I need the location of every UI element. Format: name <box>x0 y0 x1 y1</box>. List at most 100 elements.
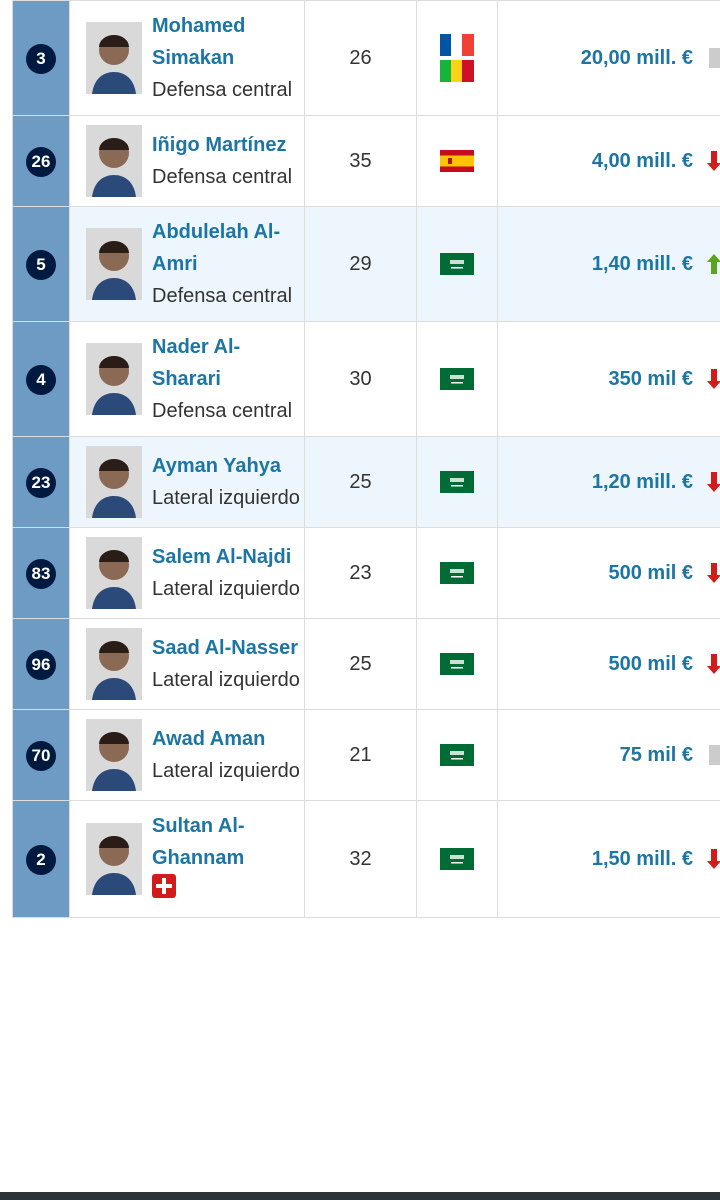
value-cell: 500 mil € <box>497 618 720 710</box>
player-name[interactable]: Abdulelah Al-Amri <box>152 221 281 275</box>
player-name[interactable]: Salem Al-Najdi <box>152 546 292 568</box>
status <box>152 874 304 908</box>
flag <box>440 34 474 56</box>
nationality-cell <box>416 527 498 619</box>
age-cell: 32 <box>304 800 417 918</box>
player-row: 70 Awad Aman Lateral izquierdo 21 75 mil € <box>12 709 720 801</box>
nationality-cell <box>416 115 498 207</box>
nationality-cell <box>416 206 498 322</box>
shirt-number: 70 <box>26 741 56 771</box>
age: 29 <box>349 253 372 275</box>
player-row: 3 Mohamed Simakan Defensa central 26 20,00 m… <box>12 0 720 116</box>
market-value[interactable]: 1,40 mill. € <box>591 253 693 275</box>
player-name[interactable]: Sultan Al-Ghannam <box>152 815 245 869</box>
player-photo <box>86 125 142 197</box>
value-cell: 350 mil € <box>497 321 720 437</box>
player-name[interactable]: Awad Aman <box>152 728 266 750</box>
trend-icon <box>707 151 720 171</box>
age-cell: 35 <box>304 115 417 207</box>
player-position: Lateral izquierdo <box>152 669 300 691</box>
player-cell: Abdulelah Al-Amri Defensa central <box>69 206 305 322</box>
age: 25 <box>349 471 372 493</box>
player-cell: Awad Aman Lateral izquierdo <box>69 709 305 801</box>
flag <box>440 653 474 675</box>
market-value[interactable]: 1,20 mill. € <box>591 471 693 493</box>
trend-icon <box>709 745 720 765</box>
age-cell: 29 <box>304 206 417 322</box>
age: 35 <box>349 150 372 172</box>
player-name[interactable]: Saad Al-Nasser <box>152 637 298 659</box>
market-value[interactable]: 350 mil € <box>608 368 693 390</box>
shirt-number: 83 <box>26 559 56 589</box>
number-cell: 4 <box>12 321 70 437</box>
player-position: Defensa central <box>152 285 293 307</box>
number-cell: 26 <box>12 115 70 207</box>
player-name[interactable]: Nader Al-Sharari <box>152 336 241 390</box>
player-cell: Ayman Yahya Lateral izquierdo <box>69 436 305 528</box>
player-position: Lateral izquierdo <box>152 578 300 600</box>
player-photo <box>86 537 142 609</box>
player-cell: Mohamed Simakan Defensa central <box>69 0 305 116</box>
number-cell: 23 <box>12 436 70 528</box>
flag <box>440 150 474 172</box>
player-position: Lateral izquierdo <box>152 487 300 509</box>
shirt-number: 2 <box>26 845 56 875</box>
player-photo <box>86 228 142 300</box>
injury-icon <box>152 874 176 898</box>
player-name[interactable]: Mohamed Simakan <box>152 15 246 69</box>
player-photo <box>86 719 142 791</box>
player-name[interactable]: Ayman Yahya <box>152 455 281 477</box>
flag <box>440 368 474 390</box>
player-row: 4 Nader Al-Sharari Defensa central 30 350 mi… <box>12 321 720 437</box>
trend-icon <box>707 472 720 492</box>
value-cell: 1,20 mill. € <box>497 436 720 528</box>
number-cell: 2 <box>12 800 70 918</box>
age: 23 <box>349 562 372 584</box>
player-photo <box>86 446 142 518</box>
market-value[interactable]: 4,00 mill. € <box>591 150 693 172</box>
player-row: 83 Salem Al-Najdi Lateral izquierdo 23 500 m… <box>12 527 720 619</box>
number-cell: 96 <box>12 618 70 710</box>
age: 21 <box>349 744 372 766</box>
value-cell: 75 mil € <box>497 709 720 801</box>
nationality-cell <box>416 321 498 437</box>
age-cell: 25 <box>304 618 417 710</box>
player-cell: Sultan Al-Ghannam <box>69 800 305 918</box>
player-row: 26 Iñigo Martínez Defensa central 35 4,00 mi… <box>12 115 720 207</box>
flag <box>440 60 474 82</box>
value-cell: 1,50 mill. € <box>497 800 720 918</box>
player-name[interactable]: Iñigo Martínez <box>152 134 287 156</box>
age-cell: 25 <box>304 436 417 528</box>
player-row: 96 Saad Al-Nasser Lateral izquierdo 25 500 m… <box>12 618 720 710</box>
age: 30 <box>349 368 372 390</box>
age-cell: 21 <box>304 709 417 801</box>
player-position: Defensa central <box>152 79 293 101</box>
player-row: 5 Abdulelah Al-Amri Defensa central 29 1,40 … <box>12 206 720 322</box>
market-value[interactable]: 20,00 mill. € <box>580 47 693 69</box>
player-cell: Iñigo Martínez Defensa central <box>69 115 305 207</box>
market-value[interactable]: 75 mil € <box>619 744 693 766</box>
value-cell: 4,00 mill. € <box>497 115 720 207</box>
player-photo <box>86 22 142 94</box>
flag <box>440 848 474 870</box>
shirt-number: 23 <box>26 468 56 498</box>
flag <box>440 744 474 766</box>
value-cell: 1,40 mill. € <box>497 206 720 322</box>
player-photo <box>86 343 142 415</box>
trend-icon <box>707 254 720 274</box>
player-cell: Saad Al-Nasser Lateral izquierdo <box>69 618 305 710</box>
market-value[interactable]: 1,50 mill. € <box>591 848 693 870</box>
age: 32 <box>349 848 372 870</box>
trend-icon <box>709 48 720 68</box>
number-cell: 3 <box>12 0 70 116</box>
value-cell: 500 mil € <box>497 527 720 619</box>
nationality-cell <box>416 709 498 801</box>
nationality-cell <box>416 618 498 710</box>
player-position: Defensa central <box>152 166 293 188</box>
market-value[interactable]: 500 mil € <box>608 653 693 675</box>
number-cell: 5 <box>12 206 70 322</box>
market-value[interactable]: 500 mil € <box>608 562 693 584</box>
bottom-bar <box>0 1192 720 1200</box>
trend-icon <box>707 654 720 674</box>
age-cell: 30 <box>304 321 417 437</box>
